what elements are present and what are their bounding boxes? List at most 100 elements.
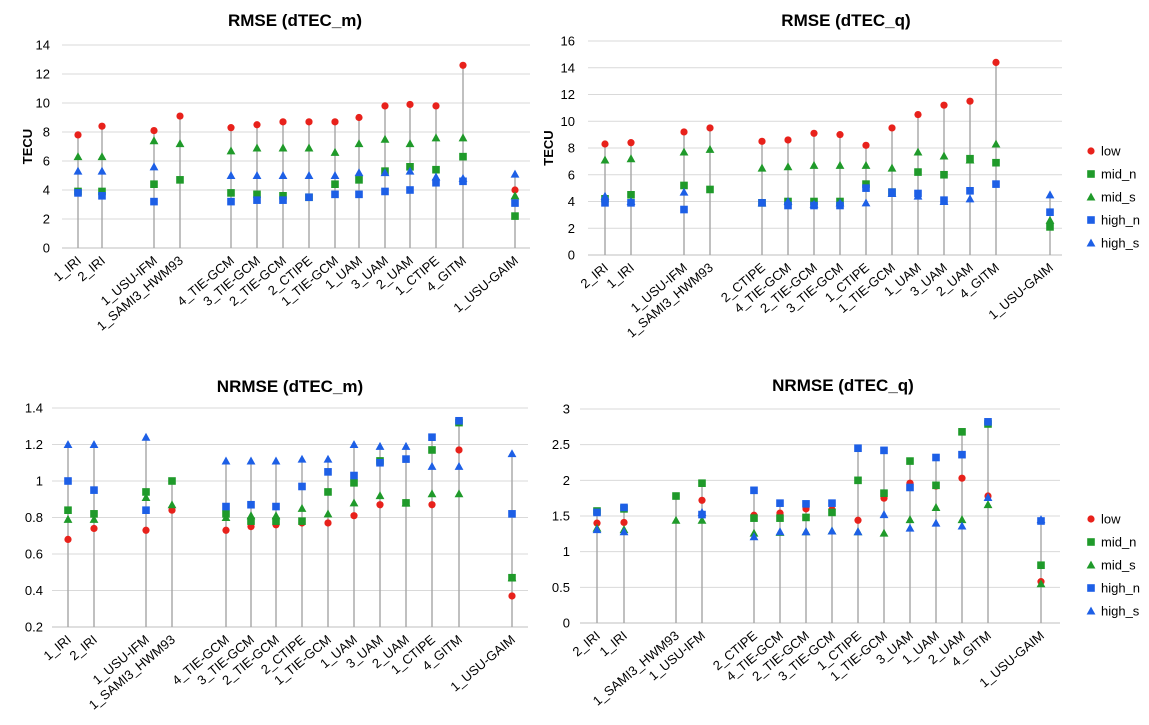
point-mid-s	[809, 160, 819, 169]
point-mid-s	[349, 498, 359, 507]
point-low	[279, 118, 287, 126]
point-high-s	[783, 197, 793, 206]
point-mid-n	[176, 176, 184, 184]
legend-marker-high-n	[1087, 216, 1095, 224]
point-high-s	[323, 454, 333, 463]
point-low	[98, 122, 106, 130]
x-tick-label: 2_IRI	[74, 253, 107, 284]
point-low	[381, 102, 389, 110]
point-mid-s	[63, 514, 73, 523]
point-low	[253, 121, 261, 129]
point-mid-s	[97, 152, 107, 161]
point-mid-n	[331, 180, 339, 188]
point-high-s	[809, 199, 819, 208]
point-mid-n	[862, 180, 870, 188]
point-mid-n	[64, 506, 72, 514]
point-mid-s	[931, 503, 941, 511]
point-high-n	[142, 506, 150, 514]
y-tick-label: 4	[43, 183, 50, 198]
point-mid-s	[271, 511, 281, 520]
point-high-s	[679, 187, 689, 196]
point-high-s	[697, 508, 707, 516]
point-high-n	[1046, 208, 1054, 216]
y-tick-label: 16	[561, 34, 575, 49]
point-high-n	[906, 483, 914, 492]
point-mid-n	[698, 479, 706, 487]
point-low	[459, 61, 467, 69]
legend-label: high_s	[1101, 604, 1140, 619]
point-high-s	[827, 526, 837, 535]
point-low	[620, 518, 628, 527]
legend-label: high_n	[1101, 213, 1140, 228]
point-mid-n	[706, 185, 714, 194]
point-low	[862, 141, 870, 149]
point-low	[150, 126, 158, 135]
point-high-s	[405, 166, 415, 175]
point-mid-s	[991, 139, 1001, 148]
point-high-n	[350, 471, 358, 480]
point-mid-s	[73, 152, 83, 161]
point-low	[593, 519, 601, 527]
y-tick-label: 4	[568, 194, 575, 209]
point-mid-s	[1045, 215, 1055, 224]
point-high-n	[680, 205, 688, 214]
point-mid-n	[279, 192, 287, 200]
point-low	[940, 101, 948, 109]
legend-label: low	[1101, 512, 1121, 527]
point-high-s	[375, 441, 385, 450]
point-mid-s	[905, 515, 915, 524]
point-mid-n	[1046, 223, 1054, 231]
point-mid-n	[672, 492, 680, 500]
y-tick-label: 12	[36, 67, 50, 82]
point-high-n	[376, 458, 384, 467]
point-mid-s	[297, 503, 307, 512]
point-mid-n	[428, 446, 436, 454]
y-axis-label: TECU	[20, 129, 35, 164]
point-low	[758, 137, 766, 145]
point-high-s	[510, 169, 520, 178]
point-mid-n	[680, 181, 688, 190]
legend-marker-low	[1087, 515, 1095, 523]
y-tick-label: 12	[561, 87, 575, 102]
point-mid-s	[278, 143, 288, 152]
point-low	[958, 474, 966, 482]
point-high-n	[432, 178, 440, 187]
point-high-s	[431, 172, 441, 181]
point-high-n	[455, 416, 463, 425]
point-mid-s	[141, 493, 151, 501]
y-tick-label: 6	[43, 154, 50, 169]
point-mid-s	[705, 144, 715, 153]
point-high-s	[252, 171, 262, 180]
point-high-s	[626, 197, 636, 206]
y-tick-label: 2	[563, 473, 570, 488]
y-tick-label: 1.4	[25, 401, 43, 416]
point-high-n	[90, 486, 98, 494]
y-tick-label: 1.5	[552, 509, 570, 524]
point-high-s	[861, 198, 871, 207]
point-mid-s	[380, 134, 390, 143]
point-high-s	[913, 191, 923, 200]
point-high-s	[905, 523, 915, 532]
point-high-n	[222, 502, 230, 511]
y-tick-label: 0	[43, 241, 50, 256]
legend: low mid_n mid_s high_n high_s	[1086, 512, 1140, 619]
point-high-n	[992, 180, 1000, 188]
legend-label: mid_s	[1101, 558, 1136, 573]
point-mid-n	[98, 187, 106, 196]
point-mid-n	[247, 517, 255, 525]
legend-label: low	[1101, 144, 1121, 159]
y-tick-label: 0.6	[25, 547, 43, 562]
point-high-s	[63, 440, 73, 449]
point-high-n	[776, 499, 784, 507]
x-tick-label: 2_IRI	[66, 632, 99, 663]
point-mid-s	[671, 515, 681, 524]
point-high-s	[619, 527, 629, 536]
point-high-n	[150, 197, 158, 206]
point-low	[854, 516, 862, 524]
point-low	[305, 118, 313, 126]
x-tick-label: 2_IRI	[569, 628, 602, 659]
point-high-s	[939, 197, 949, 206]
y-tick-label: 14	[36, 38, 50, 53]
legend-marker-high-s	[1086, 238, 1096, 247]
point-low	[455, 446, 463, 454]
